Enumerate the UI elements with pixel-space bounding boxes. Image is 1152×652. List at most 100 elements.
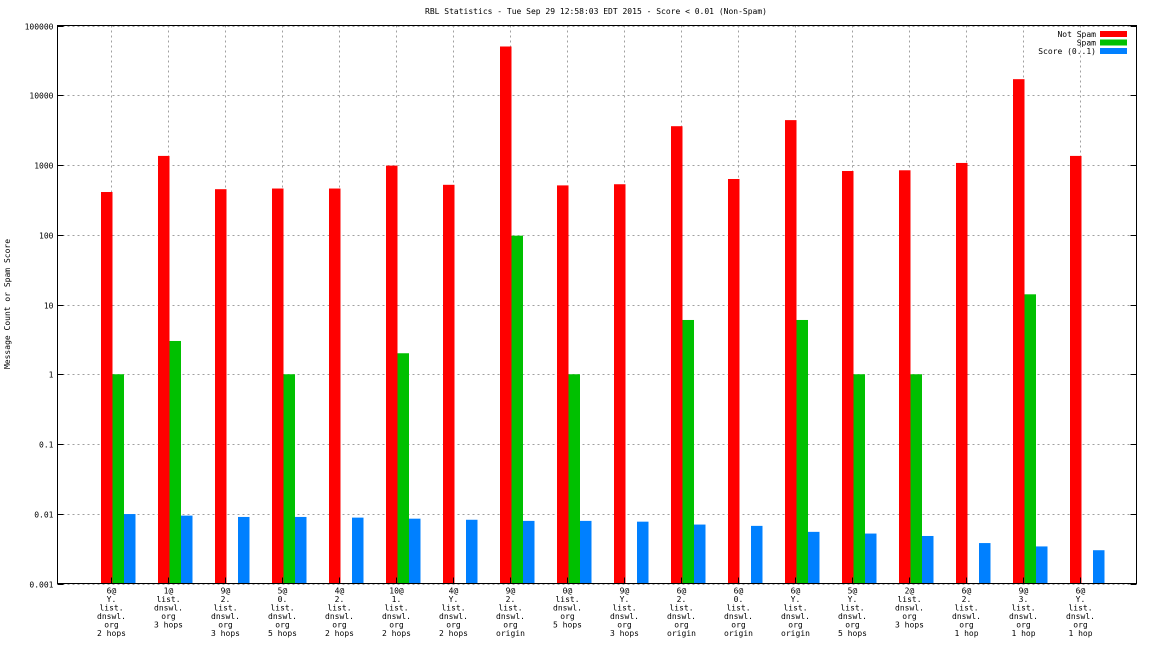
bar-score-0-1 [808,531,820,584]
bar-not-spam [557,185,569,584]
x-tick-label: 6@ [677,587,687,596]
x-tick-label: org [674,621,689,630]
x-tick-label: list. [555,595,579,604]
x-tick-label: list. [498,604,522,613]
x-tick-label: 5 hops [268,629,297,638]
bar-not-spam [386,165,398,584]
x-tick-label: 6@ [1076,587,1086,596]
x-tick-label: org [560,612,575,621]
legend-label: Spam [1077,39,1096,48]
bar-spam [853,374,865,584]
bar-not-spam [500,46,512,584]
x-tick-label: dnswl. [724,612,753,621]
x-tick-label: org [332,621,347,630]
x-tick-label: 3 hops [610,629,639,638]
x-tick-label: 9@ [221,587,231,596]
x-tick-label: dnswl. [382,612,411,621]
x-tick-label: 9@ [1019,587,1029,596]
y-tick-label: 0.01 [34,511,53,520]
bar-spam [283,374,295,584]
x-tick-label: org [617,621,632,630]
bar-not-spam [728,178,740,584]
x-tick-label: list. [897,595,921,604]
bar-not-spam [443,184,455,584]
bar-not-spam [671,126,683,584]
bars [101,46,1105,584]
y-tick-label: 100000 [25,23,54,32]
bar-not-spam [785,120,797,584]
x-tick-label: 1. [392,595,402,604]
x-tick-label: list. [327,604,351,613]
bar-score-0-1 [124,514,136,584]
bar-score-0-1 [751,525,763,584]
y-tick-label: 10000 [29,92,53,101]
x-tick-label: origin [496,629,525,638]
x-tick-label: list. [954,604,978,613]
bar-spam [169,340,181,584]
x-tick-label: dnswl. [667,612,696,621]
x-tick-label: Y. [791,595,801,604]
x-tick-label: Y. [107,595,117,604]
x-tick-label: list. [384,604,408,613]
x-tick-label: Y. [848,595,858,604]
x-tick-label: list. [1068,604,1092,613]
x-tick-label: org [731,621,746,630]
y-ticks: 0.001 0.01 0.1 1 10 100 1000 10000 100000 [25,23,1137,590]
x-tick-label: 0. [278,595,288,604]
x-tick-label: 2@ [905,587,915,596]
x-tick-label: 10@ [389,587,404,596]
x-tick-label: dnswl. [952,612,981,621]
x-tick-label: 2 hops [325,629,354,638]
bar-not-spam [1070,155,1082,584]
y-tick-label: 1000 [34,162,53,171]
bar-spam [568,374,580,584]
x-tick-label: 4@ [335,587,345,596]
x-tick-label: Y. [449,595,459,604]
x-tick-label: 0. [734,595,744,604]
x-tick-label: 2 hops [439,629,468,638]
x-tick-label: org [1073,621,1088,630]
bar-not-spam [956,162,968,584]
x-tick-label: list. [669,604,693,613]
x-tick-label: list. [270,604,294,613]
bar-spam [910,374,922,584]
bar-score-0-1 [637,521,649,584]
x-tick-label: 3 hops [154,621,183,630]
x-tick-label: origin [781,629,810,638]
bar-score-0-1 [352,517,364,584]
x-tick-label: 3. [1019,595,1029,604]
bar-not-spam [329,188,341,584]
x-tick-label: 6@ [791,587,801,596]
x-tick-label: dnswl. [895,604,924,613]
x-tick-label: dnswl. [781,612,810,621]
bar-not-spam [614,184,626,584]
x-tick-label: 4@ [449,587,459,596]
x-tick-label: org [275,621,290,630]
legend-label: Not Spam [1057,30,1096,39]
x-tick-label: 2. [962,595,972,604]
x-tick-label: 6@ [107,587,117,596]
legend-swatch [1100,31,1127,37]
legend-swatch [1100,39,1127,46]
legend-label: Score (0..1) [1038,47,1096,56]
bar-score-0-1 [1093,550,1105,584]
bar-score-0-1 [295,516,307,584]
bar-spam [511,235,523,584]
x-tick-label: dnswl. [838,612,867,621]
bar-score-0-1 [181,515,193,584]
x-tick-label: list. [441,604,465,613]
x-tick-label: origin [667,629,696,638]
bar-score-0-1 [523,520,535,584]
x-tick-label: 2 hops [382,629,411,638]
x-tick-label: 1 hop [954,629,978,638]
x-tick-label: list. [612,604,636,613]
x-tick-label: Y. [1076,595,1086,604]
x-tick-label: org [161,612,176,621]
x-tick-label: 3 hops [211,629,240,638]
bar-not-spam [1013,79,1025,584]
x-tick-label: org [959,621,974,630]
x-tick-label: org [1016,621,1031,630]
